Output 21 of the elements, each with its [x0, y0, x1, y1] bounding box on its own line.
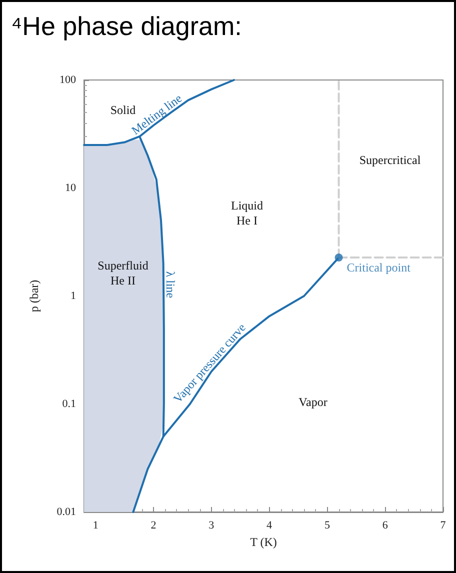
x-tick-label: 1 — [92, 520, 98, 532]
x-tick-label: 5 — [324, 520, 330, 532]
x-tick-label: 7 — [440, 520, 446, 532]
x-axis-title: T (K) — [250, 535, 277, 549]
y-tick-label: 1 — [70, 290, 76, 302]
annotation: Vapor — [298, 395, 328, 409]
y-tick-label: 0.01 — [56, 506, 76, 518]
y-axis-title: p (bar) — [27, 280, 41, 312]
x-tick-label: 3 — [208, 520, 215, 532]
x-tick-label: 2 — [150, 520, 156, 532]
text: λ line — [163, 271, 178, 298]
annotation: Supercritical — [359, 153, 422, 167]
x-tick-label: 6 — [382, 520, 388, 532]
series-label: Critical point — [346, 260, 412, 275]
annotation: Liquid He I — [231, 198, 263, 228]
x-tick-label: 4 — [266, 520, 273, 532]
annotation: Superfluid He II — [98, 258, 148, 288]
y-tick-label: 10 — [65, 182, 76, 194]
y-tick-label: 100 — [60, 74, 76, 86]
y-tick-label: 0.1 — [62, 398, 76, 410]
chart-title: ⁴He phase diagram: — [11, 11, 242, 41]
